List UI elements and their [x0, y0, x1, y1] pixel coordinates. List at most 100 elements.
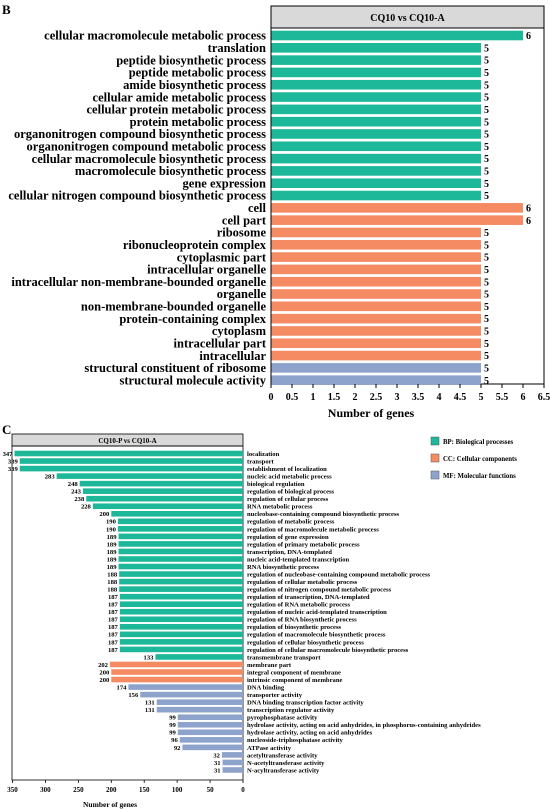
- bar: [119, 608, 243, 615]
- data-label: 31: [214, 760, 221, 767]
- bar: [271, 153, 481, 164]
- category-label: regulation of macromolecule biosynthetic…: [247, 632, 386, 639]
- data-label: 5: [484, 376, 489, 387]
- data-label: 187: [108, 602, 119, 609]
- bar: [179, 737, 243, 743]
- category-label: cellular amide metabolic process: [93, 90, 267, 104]
- bar: [177, 714, 243, 721]
- bar: [14, 450, 244, 457]
- category-label: peptide metabolic process: [129, 66, 266, 80]
- data-label: 200: [99, 677, 110, 684]
- bar: [19, 458, 243, 464]
- legend-label: MF: Molecular functions: [443, 473, 516, 480]
- bar: [271, 43, 481, 53]
- data-label: 189: [107, 549, 118, 556]
- category-label: nucleic acid metabolic process: [247, 474, 332, 481]
- category-label: regulation of biosynthetic process: [247, 624, 342, 631]
- x-tick-label: 0: [269, 392, 274, 403]
- data-label: 5: [484, 154, 489, 165]
- bar: [271, 79, 481, 90]
- category-label: hydrolase activity, acting on acid anhyd…: [247, 722, 481, 729]
- category-label: regulation of primary metabolic process: [247, 541, 360, 548]
- bar: [271, 166, 481, 176]
- data-label: 5: [484, 327, 489, 338]
- panel-b-bars: [271, 30, 523, 385]
- data-label: 5: [484, 105, 489, 116]
- panel-b-x-ticks: 0 0.5 1 1.5 2 2.5 3 3.5 4 4.5 5 5.5 6 6.5: [269, 384, 550, 403]
- legend-swatch: [430, 470, 440, 480]
- category-label: regulation of gene expression: [247, 534, 329, 541]
- data-label: 99: [169, 715, 176, 722]
- x-tick-label: 300: [40, 786, 51, 794]
- data-label: 5: [484, 80, 489, 91]
- bar: [271, 129, 481, 139]
- bar: [82, 488, 244, 494]
- bar: [271, 252, 481, 262]
- bar: [221, 752, 243, 758]
- bar: [119, 624, 243, 630]
- category-label: membrane part: [247, 662, 292, 669]
- data-label: 5: [484, 68, 489, 79]
- data-label: 5: [484, 277, 489, 288]
- data-label: 6: [526, 216, 531, 227]
- bar: [271, 203, 523, 213]
- data-label: 5: [484, 142, 489, 153]
- category-label: transporter activity: [247, 692, 303, 699]
- bar: [118, 541, 243, 547]
- data-label: 5: [484, 167, 489, 178]
- data-label: 202: [98, 662, 109, 669]
- data-label: 187: [108, 617, 119, 624]
- data-label: 5: [484, 130, 489, 141]
- category-label: amide biosynthetic process: [123, 78, 266, 92]
- category-label: regulation of metabolic process: [247, 519, 335, 526]
- data-label: 200: [99, 511, 110, 518]
- data-label: 5: [484, 179, 489, 190]
- data-label: 99: [169, 730, 176, 737]
- data-label: 243: [71, 489, 82, 496]
- data-label: 5: [484, 240, 489, 251]
- x-tick-label: 150: [139, 786, 150, 794]
- bar: [118, 563, 243, 570]
- category-label: intracellular part: [174, 336, 267, 350]
- category-label: regulation of cellular process: [247, 496, 329, 503]
- data-label: 339: [8, 466, 19, 473]
- data-label: 99: [169, 722, 176, 729]
- data-label: 228: [81, 504, 92, 511]
- bar: [271, 313, 481, 324]
- category-label: hydrolase activity, acting on acid anhyd…: [247, 730, 373, 737]
- category-label: intrinsic component of membrane: [247, 677, 342, 684]
- data-label: 189: [107, 556, 118, 563]
- x-tick-label: 1: [311, 392, 316, 403]
- category-label: regulation of RNA metabolic process: [247, 602, 350, 609]
- category-label: pyrophosphatase activity: [247, 715, 318, 722]
- category-label: cellular protein metabolic process: [87, 103, 267, 117]
- category-label: intracellular non-membrane-bounded organ…: [11, 275, 266, 289]
- category-label: regulation of transcription, DNA-templat…: [247, 594, 370, 601]
- data-label: 96: [171, 737, 178, 744]
- x-tick-label: 2.5: [370, 392, 383, 403]
- data-label: 188: [107, 579, 118, 586]
- bar: [271, 30, 523, 41]
- category-label: ribonucleoprotein complex: [123, 238, 267, 252]
- category-label: regulation of cellular metabolic process: [247, 579, 358, 586]
- x-tick-label: 50: [207, 786, 215, 794]
- data-label: 5: [484, 93, 489, 104]
- bar: [118, 548, 243, 555]
- data-label: 6: [526, 203, 531, 214]
- bar: [56, 473, 244, 479]
- x-tick-label: 0: [241, 786, 245, 794]
- category-label: organelle: [217, 287, 267, 301]
- category-label: transcription regulator activity: [247, 707, 335, 714]
- bar: [119, 593, 243, 600]
- category-label: DNA binding: [247, 684, 285, 691]
- data-label: 188: [107, 587, 118, 594]
- data-label: 5: [484, 117, 489, 128]
- x-tick-label: 100: [172, 786, 183, 794]
- data-label: 5: [484, 351, 489, 362]
- data-label: 5: [484, 265, 489, 276]
- data-label: 189: [107, 534, 118, 541]
- bar: [271, 55, 481, 65]
- category-label: regulation of nitrogen compound metaboli…: [247, 587, 392, 594]
- bar: [119, 578, 243, 585]
